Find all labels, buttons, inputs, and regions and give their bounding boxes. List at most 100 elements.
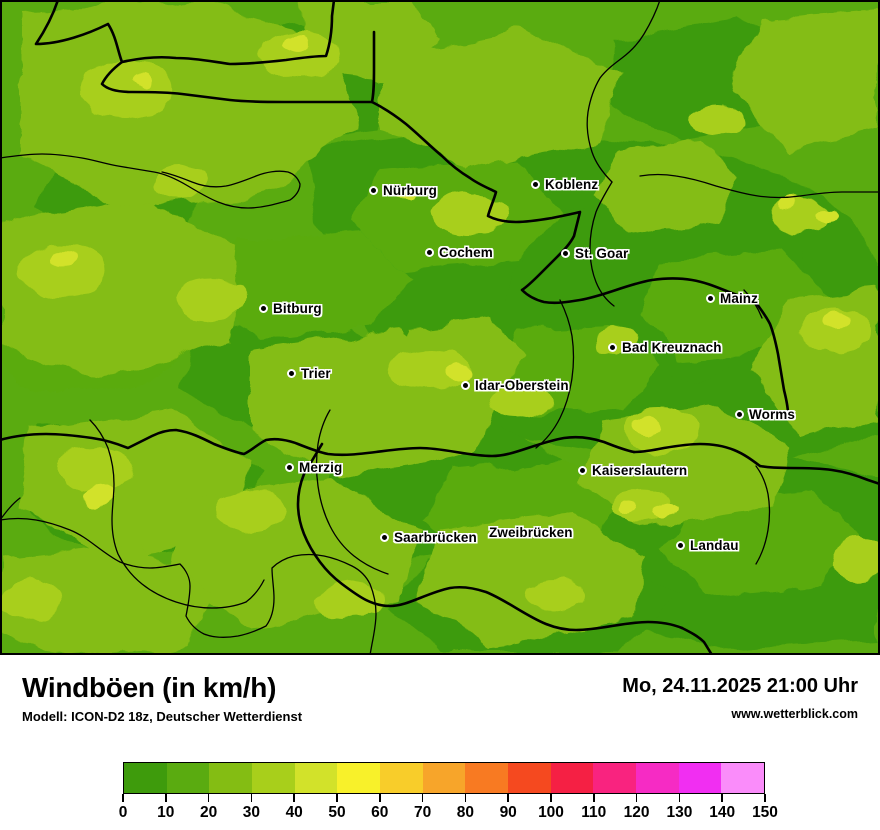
colorbar-swatch (422, 763, 466, 793)
city-marker-merzig[interactable]: Merzig (285, 460, 342, 475)
colorbar-tick-label: 120 (623, 804, 650, 821)
city-label: Nürburg (383, 183, 437, 198)
city-marker-bad-kreuznach[interactable]: Bad Kreuznach (608, 340, 722, 355)
city-marker-mainz[interactable]: Mainz (706, 291, 758, 306)
colorbar-swatch (124, 763, 167, 793)
colorbar-swatch (636, 763, 679, 793)
city-dot-icon (608, 343, 617, 352)
meta-block: Mo, 24.11.2025 21:00 Uhr www.wetterblick… (622, 675, 858, 721)
colorbar-tick (165, 794, 167, 802)
city-marker-koblenz[interactable]: Koblenz (531, 177, 598, 192)
city-label: Bitburg (273, 301, 322, 316)
city-dot-icon (735, 410, 744, 419)
district-border (0, 0, 880, 653)
colorbar-swatch (721, 763, 765, 793)
city-label: Cochem (439, 245, 493, 260)
city-dot-icon (461, 381, 470, 390)
city-label: Saarbrücken (394, 530, 477, 545)
valid-time: Mo, 24.11.2025 21:00 Uhr (622, 675, 858, 697)
colorbar-swatch (678, 763, 722, 793)
colorbar-tick (635, 794, 638, 802)
city-label: Kaiserslautern (592, 463, 688, 478)
city-marker-nurburg[interactable]: Nürburg (369, 183, 437, 198)
colorbar-tick-label: 60 (371, 804, 389, 821)
colorbar-tick-label: 100 (538, 804, 564, 821)
colorbar-tick (293, 794, 295, 802)
colorbar-tick-label: 40 (285, 804, 303, 821)
colorbar-tick-label: 70 (413, 804, 432, 821)
colorbar-tick (207, 794, 210, 802)
city-marker-saarbrucken[interactable]: Saarbrücken (380, 530, 477, 545)
colorbar-swatch (209, 763, 253, 793)
colorbar-tick-label: 10 (157, 804, 175, 821)
colorbar-tick (421, 794, 424, 802)
colorbar-tick-label: 90 (499, 804, 517, 821)
city-label: Zweibrücken (489, 525, 573, 540)
colorbar-swatch (166, 763, 210, 793)
city-label: Merzig (299, 460, 343, 475)
city-marker-cochem[interactable]: Cochem (425, 245, 493, 260)
city-label: Mainz (720, 291, 759, 306)
page-title: Windböen (in km/h) (22, 672, 277, 703)
city-marker-worms[interactable]: Worms (735, 407, 795, 422)
colorbar-tick (379, 794, 381, 802)
city-dot-icon (706, 294, 715, 303)
colorbar-tick-labels: 0 10 20 30 40 50 60 70 80 90 100 110 120 130 140 150 (119, 804, 778, 824)
city-dot-icon (380, 533, 389, 542)
weather-map[interactable]: Nürburg Koblenz Cochem St. Goar Mainz Bi… (0, 0, 880, 655)
colorbar-tick (464, 794, 467, 802)
city-label: Koblenz (545, 177, 599, 192)
title-block: Windböen (in km/h) Modell: ICON-D2 18z, … (22, 672, 303, 725)
colorbar-swatch (337, 763, 381, 793)
legend: 0 10 20 30 40 50 60 70 80 90 100 110 120 130 140 150 (119, 762, 778, 824)
city-marker-idar-oberstein[interactable]: Idar-Oberstein (461, 378, 569, 393)
city-label: Worms (749, 407, 796, 422)
model-subtitle: Modell: ICON-D2 18z, Deutscher Wetterdie… (22, 709, 303, 725)
city-marker-st-goar[interactable]: St. Goar (561, 246, 628, 261)
colorbar-swatch (380, 763, 423, 793)
city-marker-landau[interactable]: Landau (676, 538, 739, 553)
colorbar-tick-label: 130 (666, 804, 693, 821)
colorbar-swatch (294, 763, 338, 793)
city-marker-bitburg[interactable]: Bitburg (259, 301, 322, 316)
colorbar-swatch (252, 763, 295, 793)
colorbar (123, 762, 765, 794)
city-label: St. Goar (575, 246, 629, 261)
colorbar-swatch (550, 763, 594, 793)
colorbar-tick-label: 30 (242, 804, 261, 821)
city-label: Landau (690, 538, 739, 553)
colorbar-tick (336, 794, 338, 802)
colorbar-tick-label: 0 (118, 804, 128, 821)
wind-gust-field (0, 0, 880, 653)
colorbar-ticks (122, 794, 766, 803)
city-dot-icon (561, 249, 570, 258)
colorbar-swatch (593, 763, 637, 793)
city-dot-icon (676, 541, 685, 550)
city-dot-icon (285, 463, 294, 472)
city-marker-kaiserslautern[interactable]: Kaiserslautern (578, 463, 687, 478)
national-border (0, 0, 880, 653)
site-url: www.wetterblick.com (731, 707, 858, 721)
city-dot-icon (287, 369, 296, 378)
city-label: Idar-Oberstein (475, 378, 569, 393)
colorbar-tick (721, 794, 723, 802)
gust-band-40-50 (51, 36, 849, 520)
colorbar-tick-label: 140 (709, 804, 736, 821)
city-marker-zweibrucken[interactable]: Zweibrücken (489, 525, 573, 540)
colorbar-tick (593, 794, 595, 802)
colorbar-tick (550, 794, 552, 802)
colorbar-tick (764, 794, 766, 802)
map-frame (0, 0, 880, 653)
city-dot-icon (369, 186, 378, 195)
colorbar-tick-label: 110 (581, 804, 607, 821)
city-label: Trier (301, 366, 331, 381)
colorbar-tick (507, 794, 509, 802)
colorbar-tick-label: 150 (752, 804, 778, 821)
colorbar-tick-label: 80 (456, 804, 475, 821)
city-dot-icon (531, 180, 540, 189)
colorbar-tick (678, 794, 681, 802)
colorbar-swatch (465, 763, 509, 793)
colorbar-tick (250, 794, 253, 802)
city-marker-trier[interactable]: Trier (287, 366, 331, 381)
colorbar-tick-label: 20 (199, 804, 218, 821)
